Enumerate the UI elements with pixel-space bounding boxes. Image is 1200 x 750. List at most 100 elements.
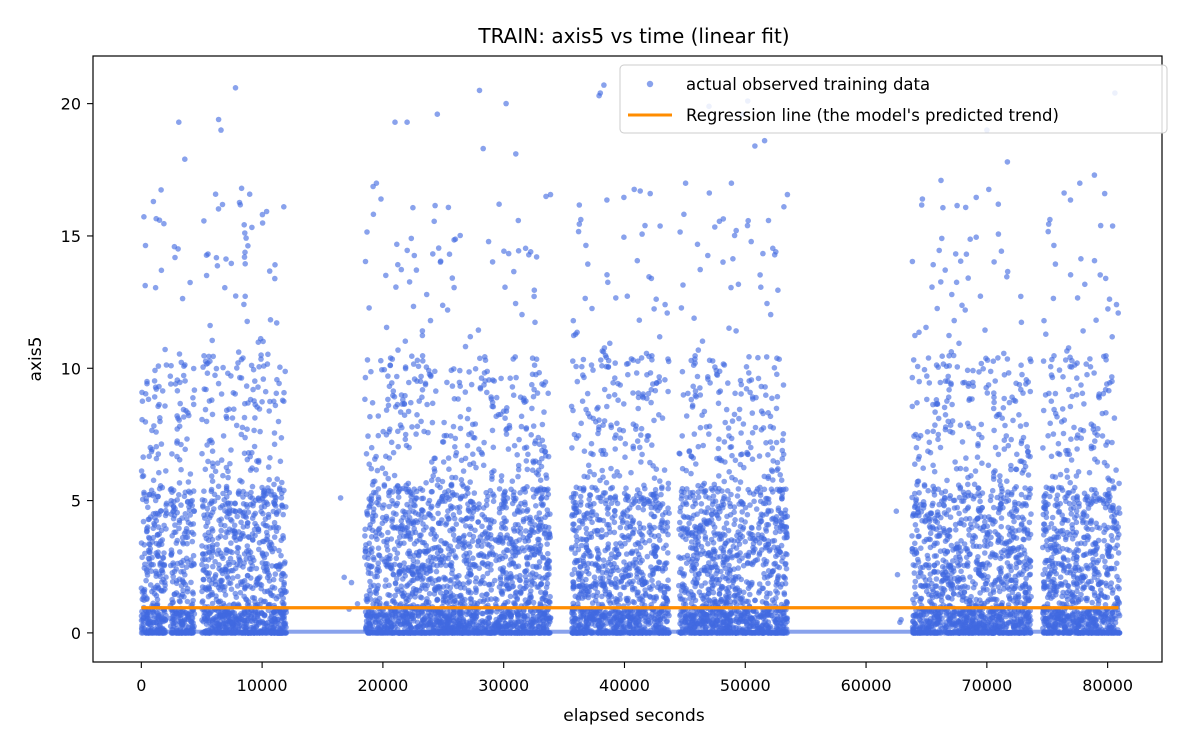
- scatter-point: [170, 623, 177, 630]
- scatter-point: [158, 187, 164, 193]
- scatter-point: [277, 485, 283, 491]
- scatter-point: [440, 459, 447, 465]
- scatter-point: [399, 591, 405, 597]
- scatter-point: [410, 557, 417, 563]
- scatter-point: [190, 365, 197, 372]
- scatter-point: [541, 409, 547, 415]
- scatter-point: [253, 619, 260, 626]
- scatter-point: [633, 426, 639, 433]
- scatter-point: [665, 577, 671, 583]
- scatter-point: [212, 191, 219, 197]
- scatter-point: [494, 596, 500, 603]
- scatter-point: [381, 482, 388, 488]
- scatter-point: [433, 388, 439, 394]
- scatter-point: [598, 534, 604, 541]
- scatter-point: [259, 484, 265, 491]
- scatter-point: [270, 624, 277, 631]
- scatter-point: [477, 580, 484, 587]
- scatter-point: [409, 424, 415, 430]
- scatter-point: [405, 622, 412, 629]
- scatter-point: [141, 588, 148, 595]
- scatter-point: [398, 610, 404, 616]
- scatter-point: [237, 535, 243, 542]
- scatter-point: [214, 460, 221, 467]
- scatter-point: [243, 596, 249, 602]
- scatter-point: [239, 530, 246, 537]
- scatter-point: [158, 267, 165, 274]
- scatter-point: [151, 378, 158, 384]
- scatter-point: [547, 593, 553, 600]
- scatter-point: [429, 419, 436, 426]
- scatter-point: [397, 409, 404, 415]
- scatter-point: [242, 293, 248, 300]
- scatter-point: [457, 414, 464, 420]
- scatter-point: [231, 406, 237, 413]
- scatter-point: [506, 621, 512, 627]
- scatter-point: [509, 541, 515, 547]
- scatter-point: [155, 585, 162, 592]
- scatter-point: [375, 432, 382, 439]
- scatter-point: [157, 622, 163, 629]
- scatter-point: [261, 503, 268, 510]
- scatter-point: [153, 540, 160, 547]
- scatter-point: [177, 400, 183, 407]
- scatter-point: [215, 547, 222, 553]
- scatter-point: [153, 518, 160, 524]
- scatter-point: [529, 355, 536, 362]
- scatter-point: [279, 570, 286, 577]
- scatter-point: [543, 584, 550, 591]
- scatter-point: [278, 537, 285, 544]
- scatter-point: [259, 211, 266, 218]
- scatter-point: [496, 486, 503, 492]
- scatter-point: [140, 518, 147, 525]
- scatter-point: [413, 267, 420, 273]
- scatter-point: [206, 611, 212, 617]
- scatter-point: [501, 549, 507, 556]
- scatter-point: [633, 564, 639, 571]
- scatter-point: [201, 566, 207, 573]
- scatter-point: [481, 627, 488, 633]
- scatter-point: [212, 558, 218, 565]
- scatter-point: [591, 471, 597, 478]
- scatter-point: [545, 390, 551, 397]
- scatter-point: [493, 394, 500, 401]
- scatter-point: [544, 541, 550, 547]
- scatter-point: [189, 614, 195, 621]
- scatter-point: [273, 390, 280, 397]
- scatter-point: [449, 275, 456, 281]
- scatter-point: [547, 191, 554, 198]
- scatter-point: [267, 317, 274, 323]
- scatter-point: [600, 557, 607, 563]
- scatter-point: [234, 365, 240, 371]
- scatter-point: [441, 630, 448, 636]
- scatter-point: [233, 594, 240, 600]
- scatter-point: [581, 448, 588, 455]
- scatter-point: [531, 362, 538, 369]
- scatter-point: [174, 413, 180, 419]
- scatter-point: [524, 560, 531, 567]
- scatter-point: [468, 525, 474, 532]
- scatter-point: [511, 268, 517, 275]
- scatter-point: [638, 531, 644, 538]
- scatter-point: [537, 485, 544, 491]
- scatter-point: [170, 560, 176, 566]
- scatter-point: [228, 373, 234, 379]
- scatter-point: [265, 628, 271, 634]
- scatter-point: [499, 625, 505, 632]
- scatter-point: [159, 388, 166, 394]
- scatter-point: [200, 598, 206, 604]
- scatter-point: [460, 468, 467, 474]
- scatter-point: [245, 243, 251, 249]
- scatter-point: [503, 504, 510, 511]
- scatter-point: [394, 500, 401, 507]
- scatter-point: [151, 394, 158, 400]
- scatter-point: [368, 368, 374, 375]
- scatter-point: [398, 630, 405, 636]
- scatter-point: [390, 392, 396, 399]
- scatter-point: [467, 333, 474, 340]
- scatter-point: [151, 423, 157, 429]
- scatter-point: [251, 443, 258, 450]
- scatter-point: [531, 293, 537, 300]
- scatter-point: [601, 418, 608, 424]
- scatter-point: [142, 550, 148, 557]
